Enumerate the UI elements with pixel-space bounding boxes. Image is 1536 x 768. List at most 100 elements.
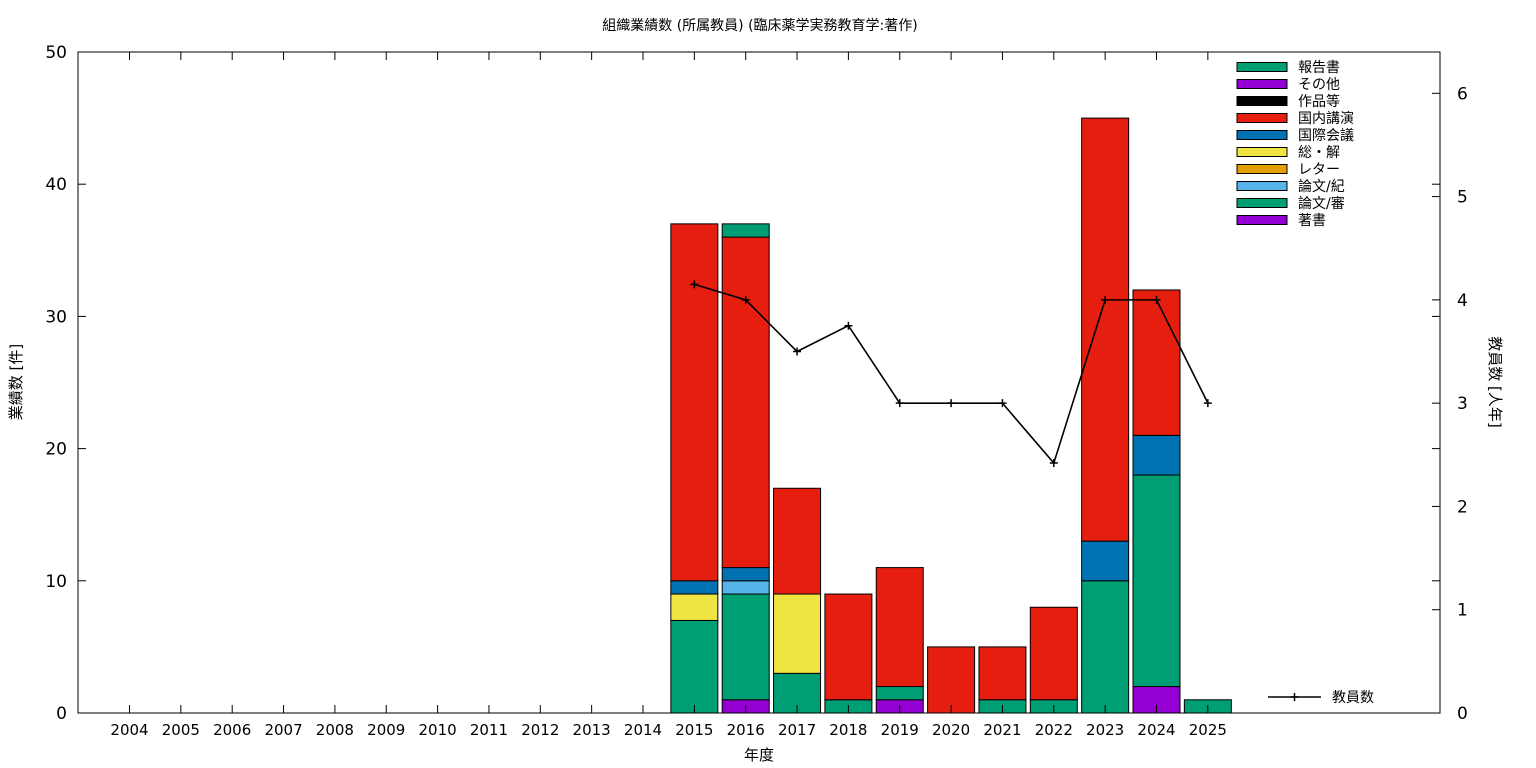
x-tick-label: 2022 xyxy=(1035,721,1073,739)
legend-label: 作品等 xyxy=(1298,93,1340,110)
legend-swatch xyxy=(1236,198,1288,208)
legend-swatch xyxy=(1236,147,1288,157)
x-tick-label: 2004 xyxy=(110,721,148,739)
bar-2016-series-6 xyxy=(721,236,770,569)
y-tick-label: 30 xyxy=(45,307,67,327)
x-tick-label: 2025 xyxy=(1189,721,1227,739)
x-tick-label: 2023 xyxy=(1086,721,1124,739)
x-tick-label: 2016 xyxy=(727,721,765,739)
line-point-2025 xyxy=(1203,399,1212,408)
y2-tick-label: 3 xyxy=(1457,394,1468,414)
legend-label: その他 xyxy=(1298,77,1340,93)
legend-label: 論文/審 xyxy=(1298,196,1345,212)
x-tick-label: 2020 xyxy=(932,721,970,739)
x-axis: 2004 2005 2006 2007 2008 2009 2010 2011 2012 2013… xyxy=(110,52,1227,739)
line-point-2022 xyxy=(1049,459,1058,468)
line-legend-marker xyxy=(1290,693,1299,701)
line-point-2020 xyxy=(947,399,956,408)
legend-label: 総・解 xyxy=(1298,145,1340,161)
bar-2024-series-6 xyxy=(1132,289,1181,436)
x-tick-label: 2019 xyxy=(881,721,919,739)
bar-2020-series-6 xyxy=(927,646,976,714)
bar-2015-series-5 xyxy=(670,580,719,595)
bar-2021-series-6 xyxy=(978,646,1027,701)
line-series-group xyxy=(690,280,1212,468)
y-tick-label: 50 xyxy=(45,43,67,63)
legend-swatch xyxy=(1236,181,1288,191)
y2-tick-label: 6 xyxy=(1457,84,1468,104)
y-tick-label: 0 xyxy=(56,704,67,724)
legend-label: 国際会議 xyxy=(1298,127,1354,144)
x-tick-label: 2005 xyxy=(162,721,200,739)
plot-frame xyxy=(77,51,1441,714)
y2-axis: 0 1 2 3 4 5 6 xyxy=(1432,84,1468,724)
x-tick-label: 2012 xyxy=(521,721,559,739)
y2-tick-label: 1 xyxy=(1457,601,1468,621)
x-tick-label: 2010 xyxy=(419,721,457,739)
bar-2022-series-6 xyxy=(1029,606,1078,701)
x-tick-label: 2017 xyxy=(778,721,816,739)
line-legend-label: 教員数 xyxy=(1332,690,1374,706)
y2-tick-label: 5 xyxy=(1457,188,1468,208)
y2-tick-label: 2 xyxy=(1457,497,1468,517)
bar-2024-series-1 xyxy=(1132,474,1181,688)
line-point-2019 xyxy=(895,399,904,408)
x-tick-label: 2011 xyxy=(470,721,508,739)
x-tick-label: 2024 xyxy=(1137,721,1175,739)
legend-swatch xyxy=(1236,62,1288,72)
x-tick-label: 2008 xyxy=(316,721,354,739)
bar-2023-series-1 xyxy=(1081,580,1130,714)
line-series-path xyxy=(694,283,1209,465)
y-axis-label: 業績数 [件] xyxy=(7,344,25,420)
bar-2024-series-5 xyxy=(1132,434,1181,476)
bar-2018-series-6 xyxy=(824,593,873,701)
bar-2015-series-6 xyxy=(670,223,719,582)
legend-label: 著書 xyxy=(1298,213,1326,229)
legend-label: 論文/紀 xyxy=(1298,179,1345,195)
bar-2017-series-4 xyxy=(773,593,822,674)
bar-2016-series-1 xyxy=(721,593,770,701)
bar-2016-series-2 xyxy=(721,580,770,595)
bars-group xyxy=(670,117,1232,714)
bar-2023-series-5 xyxy=(1081,540,1130,582)
bar-2017-series-6 xyxy=(773,487,822,595)
line-point-2016 xyxy=(741,295,750,304)
legend-swatch xyxy=(1236,130,1288,140)
bar-2016-series-5 xyxy=(721,567,770,582)
bar-2023-series-6 xyxy=(1081,117,1130,542)
line-point-2017 xyxy=(793,347,802,356)
y2-tick-label: 0 xyxy=(1457,704,1468,724)
x-tick-label: 2006 xyxy=(213,721,251,739)
bar-2015-series-1 xyxy=(670,619,719,714)
y-tick-label: 40 xyxy=(45,175,67,195)
x-tick-label: 2014 xyxy=(624,721,662,739)
legend-swatch xyxy=(1236,79,1288,89)
x-axis-label: 年度 xyxy=(744,746,774,764)
x-tick-label: 2013 xyxy=(573,721,611,739)
legend-swatch xyxy=(1236,215,1288,225)
line-point-2018 xyxy=(844,321,853,330)
bar-2019-series-1 xyxy=(875,686,924,701)
line-point-2015 xyxy=(690,280,699,289)
legend-swatch xyxy=(1236,164,1288,174)
line-legend: 教員数 xyxy=(1268,690,1374,706)
y-tick-label: 20 xyxy=(45,440,67,460)
y2-tick-label: 4 xyxy=(1457,291,1468,311)
legend-swatch xyxy=(1236,113,1288,123)
x-tick-label: 2021 xyxy=(983,721,1021,739)
y-tick-label: 10 xyxy=(45,572,67,592)
x-tick-label: 2018 xyxy=(829,721,867,739)
y-axis: 0 10 20 30 40 50 xyxy=(45,43,1440,724)
line-point-2021 xyxy=(998,399,1007,408)
legend-label: 国内講演 xyxy=(1298,111,1354,127)
legend-label: 報告書 xyxy=(1298,60,1340,76)
line-point-2024 xyxy=(1152,295,1161,304)
chart-title: 組織業績数 (所属教員) (臨床薬学実務教育学:著作) xyxy=(602,18,917,34)
x-tick-label: 2009 xyxy=(367,721,405,739)
bar-2016-series-9 xyxy=(721,223,770,238)
y2-axis-label: 教員数 [人年] xyxy=(1486,336,1504,427)
legend-swatch xyxy=(1236,96,1288,106)
line-point-2023 xyxy=(1101,295,1110,304)
